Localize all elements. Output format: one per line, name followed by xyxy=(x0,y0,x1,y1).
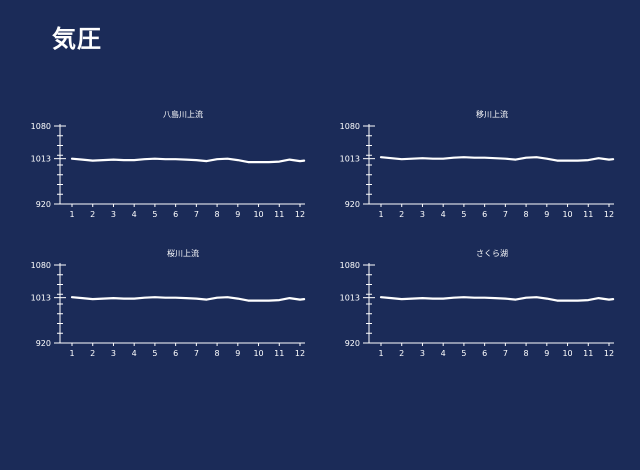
x-tick-label: 10 xyxy=(253,210,263,219)
y-tick-label: 920 xyxy=(36,200,51,209)
x-tick-label: 1 xyxy=(378,349,383,358)
x-tick-label: 8 xyxy=(524,210,529,219)
x-tick-label: 12 xyxy=(604,349,614,358)
x-tick-label: 12 xyxy=(295,210,305,219)
x-tick-label: 5 xyxy=(461,210,466,219)
x-tick-label: 1 xyxy=(69,210,74,219)
x-tick-label: 11 xyxy=(274,210,284,219)
x-tick-label: 1 xyxy=(378,210,383,219)
y-tick-label: 1080 xyxy=(31,261,51,270)
x-tick-label: 6 xyxy=(482,210,487,219)
x-tick-label: 6 xyxy=(173,349,178,358)
y-tick-label: 1013 xyxy=(31,155,51,164)
x-tick-label: 11 xyxy=(583,349,593,358)
x-tick-label: 7 xyxy=(194,210,199,219)
x-tick-label: 11 xyxy=(274,349,284,358)
x-tick-label: 11 xyxy=(583,210,593,219)
x-tick-label: 9 xyxy=(544,349,549,358)
chart-title: さくら湖 xyxy=(476,249,508,258)
x-tick-label: 5 xyxy=(461,349,466,358)
y-tick-label: 1080 xyxy=(31,122,51,131)
x-tick-label: 2 xyxy=(399,210,404,219)
x-tick-label: 5 xyxy=(152,349,157,358)
x-tick-label: 4 xyxy=(132,210,137,219)
x-tick-label: 4 xyxy=(441,210,446,219)
x-tick-label: 7 xyxy=(503,349,508,358)
chart-title: 桜川上流 xyxy=(167,248,199,258)
x-tick-label: 10 xyxy=(253,349,263,358)
y-tick-label: 920 xyxy=(36,339,51,348)
series-line xyxy=(70,157,306,164)
x-tick-label: 4 xyxy=(441,349,446,358)
x-tick-label: 7 xyxy=(503,210,508,219)
y-tick-label: 920 xyxy=(345,200,360,209)
series-line xyxy=(379,296,615,302)
x-tick-label: 9 xyxy=(544,210,549,219)
x-tick-label: 3 xyxy=(111,349,116,358)
x-tick-label: 6 xyxy=(173,210,178,219)
x-tick-label: 9 xyxy=(235,210,240,219)
x-tick-label: 8 xyxy=(215,349,220,358)
series-line xyxy=(70,296,306,302)
x-tick-label: 3 xyxy=(111,210,116,219)
y-tick-label: 1080 xyxy=(340,122,360,131)
x-tick-label: 2 xyxy=(90,210,95,219)
x-tick-label: 12 xyxy=(295,349,305,358)
series-line xyxy=(379,156,615,162)
x-tick-label: 7 xyxy=(194,349,199,358)
y-tick-label: 920 xyxy=(345,339,360,348)
x-tick-label: 4 xyxy=(132,349,137,358)
x-tick-label: 8 xyxy=(524,349,529,358)
y-tick-label: 1013 xyxy=(340,155,360,164)
page-title: 気圧 xyxy=(52,25,102,53)
chart-title: 八島川上流 xyxy=(163,109,203,119)
x-tick-label: 2 xyxy=(399,349,404,358)
x-tick-label: 10 xyxy=(562,349,572,358)
x-tick-label: 12 xyxy=(604,210,614,219)
x-tick-label: 9 xyxy=(235,349,240,358)
y-tick-label: 1013 xyxy=(340,294,360,303)
chart-title: 移川上流 xyxy=(476,109,508,119)
x-tick-label: 3 xyxy=(420,210,425,219)
x-tick-label: 10 xyxy=(562,210,572,219)
y-tick-label: 1013 xyxy=(31,294,51,303)
x-tick-label: 6 xyxy=(482,349,487,358)
x-tick-label: 3 xyxy=(420,349,425,358)
x-tick-label: 1 xyxy=(69,349,74,358)
x-tick-label: 2 xyxy=(90,349,95,358)
x-tick-label: 5 xyxy=(152,210,157,219)
x-tick-label: 8 xyxy=(215,210,220,219)
y-tick-label: 1080 xyxy=(340,261,360,270)
